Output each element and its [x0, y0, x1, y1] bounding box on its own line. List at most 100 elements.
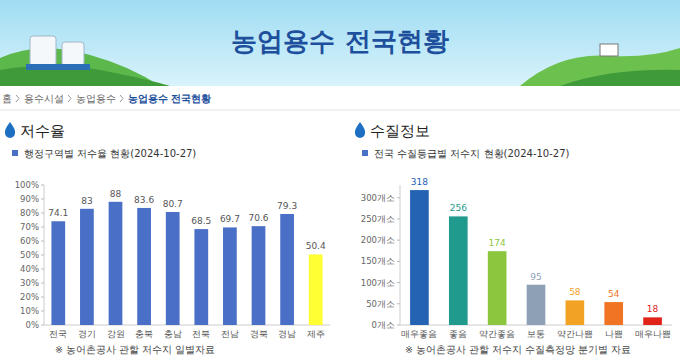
y-tick [397, 303, 400, 304]
x-tick-label: 매우좋음 [401, 329, 437, 339]
x-tick-label: 약간좋음 [479, 329, 515, 339]
page: 농업용수 전국현황홈용수시설농업용수농업용수 전국현황저수율행정구역별 저수율 … [0, 0, 680, 360]
y-tick-label: 250개소 [361, 214, 395, 224]
y-tick-label: 0개소 [372, 320, 395, 330]
x-tick-label: 전북 [192, 329, 210, 339]
breadcrumb-separator [120, 95, 123, 102]
barn [600, 44, 618, 56]
chart-title: 저수율 [20, 122, 65, 140]
x-tick-label: 충남 [164, 329, 182, 339]
bar [309, 254, 323, 325]
y-tick [41, 325, 44, 326]
y-tick [41, 185, 44, 186]
data-label: 18 [647, 304, 659, 314]
data-label: 54 [608, 289, 620, 299]
data-label: 83.6 [134, 195, 154, 205]
y-tick-label: 30% [20, 278, 39, 288]
data-label: 174 [489, 238, 506, 248]
bar [80, 209, 94, 325]
y-tick [397, 218, 400, 219]
x-tick-label: 경북 [250, 329, 268, 339]
banner [0, 0, 680, 86]
y-tick-label: 60% [20, 236, 39, 246]
y-tick [397, 325, 400, 326]
data-label: 83 [81, 196, 92, 206]
data-label: 80.7 [163, 199, 183, 209]
y-tick-label: 50개소 [366, 299, 395, 309]
y-tick [41, 241, 44, 242]
bar [566, 300, 585, 325]
chart: 수질정보전국 수질등급별 저수지 현황(2024-10-27) 0개소 50개소 10… [355, 122, 672, 355]
bar [410, 190, 429, 325]
y-tick-label: 70% [20, 222, 39, 232]
hill [560, 70, 680, 86]
y-tick-label: 200개소 [361, 235, 395, 245]
data-label: 95 [530, 272, 541, 282]
y-tick [397, 261, 400, 262]
chart-title: 수질정보 [370, 122, 430, 140]
y-tick-label: 10% [20, 306, 39, 316]
bar [223, 227, 237, 325]
breadcrumb-item[interactable]: 농업용수 전국현황 [128, 93, 211, 104]
data-label: 70.6 [248, 213, 268, 223]
y-tick-label: 100개소 [361, 278, 395, 288]
title-icon [355, 122, 365, 138]
bar [604, 302, 623, 325]
bars [51, 202, 322, 325]
breadcrumb-item[interactable]: 홈 [2, 93, 12, 104]
y-tick [41, 269, 44, 270]
x-tick-label: 좋음 [449, 329, 467, 339]
breadcrumb-separator [68, 95, 71, 102]
x-tick-label: 경기 [78, 329, 96, 339]
bar [280, 214, 294, 325]
chart-subtitle: 행정구역별 저수율 현황(2024-10-27) [24, 148, 196, 159]
bar [527, 285, 546, 325]
y-tick-label: 90% [20, 194, 39, 204]
x-tick-label: 경남 [278, 329, 296, 339]
y-tick [41, 199, 44, 200]
y-tick-label: 300개소 [361, 193, 395, 203]
y-tick [397, 240, 400, 241]
y-tick-label: 100% [15, 180, 39, 190]
y-tick [397, 282, 400, 283]
chart-subtitle: 전국 수질등급별 저수지 현황(2024-10-27) [374, 148, 570, 159]
x-tick-label: 전국 [49, 329, 67, 339]
data-label: 58 [569, 287, 581, 297]
bar [449, 216, 468, 325]
breadcrumb-item[interactable]: 농업용수 [76, 93, 116, 104]
y-tick [41, 311, 44, 312]
y-tick [41, 227, 44, 228]
tank [62, 42, 84, 66]
y-tick-label: 20% [20, 292, 39, 302]
data-label: 79.3 [277, 201, 297, 211]
divider [0, 110, 680, 111]
footnote: ※ 농어촌공사 관할 저수지 수질측정망 분기별 자료 [405, 344, 631, 355]
data-label: 50.4 [306, 241, 326, 251]
bar [51, 221, 65, 325]
header-title: 농업용수 전국현황 [231, 26, 448, 56]
x-tick-label: 보통 [527, 329, 545, 339]
y-tick [41, 283, 44, 284]
bar [166, 212, 180, 325]
subtitle-icon [362, 150, 368, 156]
y-tick [41, 297, 44, 298]
bar [109, 202, 123, 325]
tank [30, 36, 56, 66]
x-tick-label: 약간나쁨 [557, 329, 593, 339]
data-label: 68.5 [191, 216, 211, 226]
x-tick-label: 충북 [135, 329, 153, 339]
x-tick-label: 제주 [307, 329, 325, 339]
y-tick-label: 40% [20, 264, 39, 274]
y-tick [41, 213, 44, 214]
title-icon [5, 122, 15, 138]
bar [194, 229, 208, 325]
data-label: 256 [450, 203, 467, 213]
y-tick-label: 80% [20, 208, 39, 218]
bar [137, 208, 151, 325]
bar [643, 317, 662, 325]
x-tick-label: 매우나쁨 [635, 329, 671, 339]
y-tick-label: 0% [26, 320, 40, 330]
breadcrumb-item[interactable]: 용수시설 [24, 93, 64, 104]
y-tick-label: 50% [20, 250, 39, 260]
bar [488, 251, 507, 325]
